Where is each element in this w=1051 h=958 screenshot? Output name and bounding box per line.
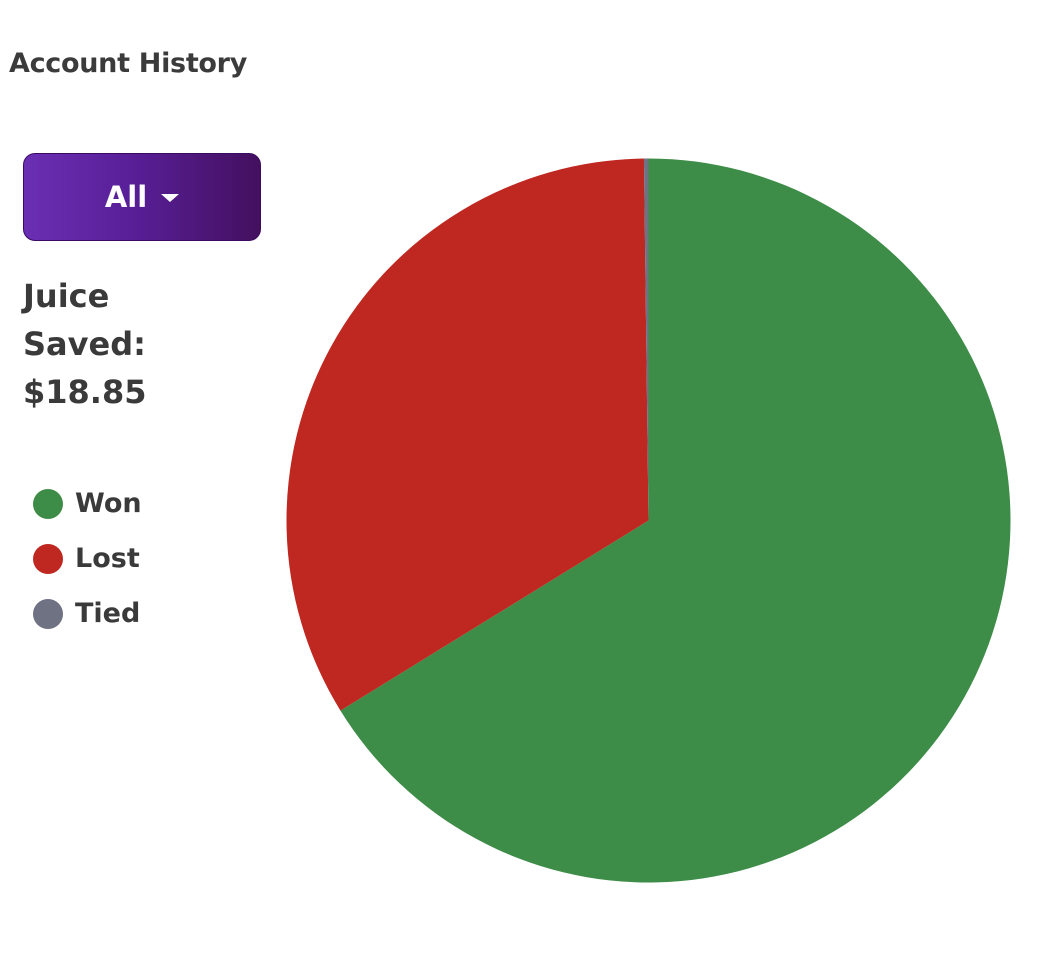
caret-down-icon xyxy=(161,194,180,202)
legend-swatch-lost xyxy=(33,543,63,574)
pie-slice-tied[interactable] xyxy=(643,158,649,521)
juice-saved-label-line2: Saved: xyxy=(23,325,146,363)
legend-swatch-tied xyxy=(33,598,63,629)
filter-dropdown[interactable]: All xyxy=(23,153,261,241)
pie-chart-container xyxy=(285,157,1012,884)
pie-chart xyxy=(286,158,1011,883)
legend-label-tied: Tied xyxy=(75,598,141,629)
pie-slice-won[interactable] xyxy=(340,158,1011,883)
filter-selected-label: All xyxy=(104,180,148,214)
legend-label-lost: Lost xyxy=(75,543,140,574)
juice-saved-label-line1: Juice xyxy=(23,277,110,315)
legend-item-lost: Lost xyxy=(33,531,142,586)
page-title: Account History xyxy=(9,48,247,79)
juice-saved-summary: Juice Saved: $18.85 xyxy=(23,272,183,416)
legend-item-tied: Tied xyxy=(33,586,142,641)
juice-saved-amount: $18.85 xyxy=(23,373,147,411)
legend-item-won: Won xyxy=(33,476,142,531)
legend-swatch-won xyxy=(33,488,63,519)
legend-label-won: Won xyxy=(75,488,142,519)
pie-slice-lost[interactable] xyxy=(286,158,649,711)
chart-legend: Won Lost Tied xyxy=(33,476,142,641)
